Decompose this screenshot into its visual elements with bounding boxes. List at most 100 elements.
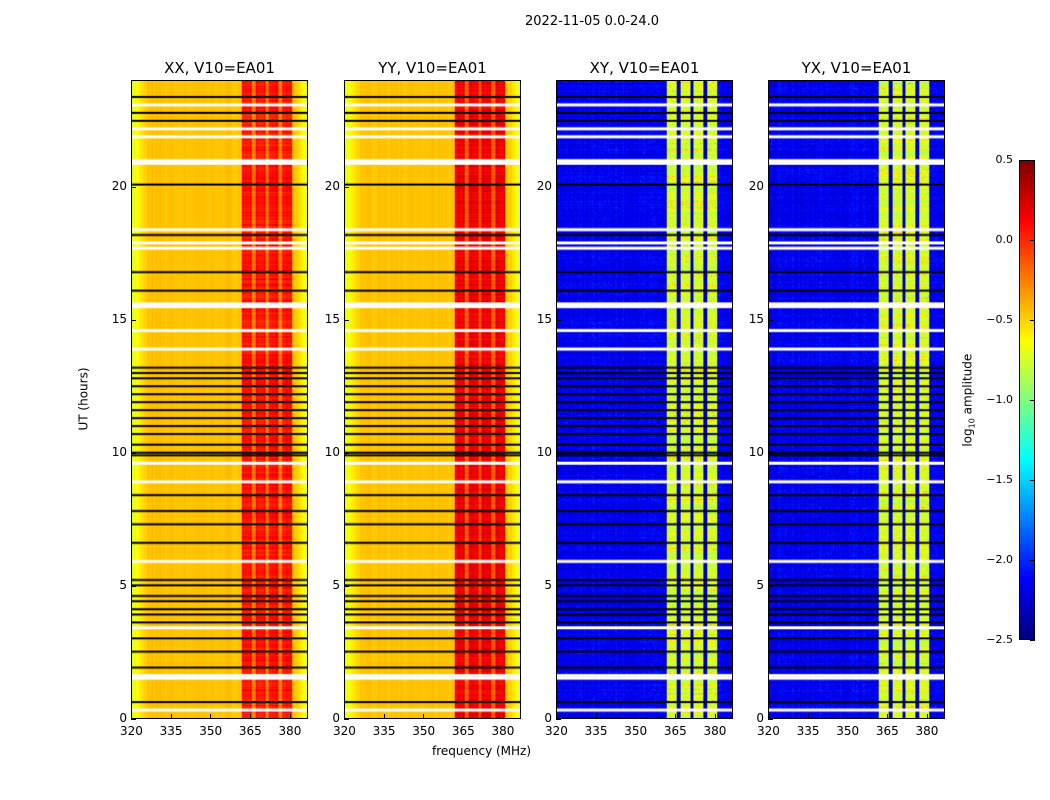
x-tick-mark xyxy=(423,714,424,719)
x-tick-label: 380 xyxy=(279,724,302,738)
y-tick-mark xyxy=(768,453,773,454)
y-tick-label: 10 xyxy=(109,445,127,459)
heatmap-panel-yx xyxy=(768,80,945,719)
x-tick-mark xyxy=(463,714,464,719)
x-tick-mark xyxy=(675,714,676,719)
x-tick-mark xyxy=(596,714,597,719)
x-axis-label: frequency (MHz) xyxy=(432,744,531,758)
panel-title: XY, V10=EA01 xyxy=(545,59,745,77)
y-tick-mark xyxy=(768,320,773,321)
y-tick-mark xyxy=(344,719,349,720)
y-tick-mark xyxy=(344,586,349,587)
x-tick-label: 335 xyxy=(160,724,183,738)
heatmap-image xyxy=(345,81,520,718)
x-tick-label: 320 xyxy=(120,724,143,738)
colorbar-label-log: log xyxy=(960,428,974,446)
panel-title: YY, V10=EA01 xyxy=(333,59,533,77)
x-tick-label: 320 xyxy=(757,724,780,738)
y-tick-mark xyxy=(556,586,561,587)
colorbar-tick-mark xyxy=(1030,160,1035,161)
x-tick-mark xyxy=(847,714,848,719)
y-tick-label: 15 xyxy=(746,312,764,326)
x-tick-mark xyxy=(290,714,291,719)
colorbar-tick-mark xyxy=(1030,240,1035,241)
colorbar-label-suffix: amplitude xyxy=(960,354,974,418)
x-tick-label: 380 xyxy=(704,724,727,738)
figure: 2022-11-05 0.0-24.0 frequency (MHz) UT (… xyxy=(0,0,1050,800)
x-tick-label: 350 xyxy=(624,724,647,738)
colorbar-tick-label: −0.5 xyxy=(980,313,1013,326)
y-tick-mark xyxy=(131,586,136,587)
x-tick-label: 350 xyxy=(412,724,435,738)
colorbar-tick-mark xyxy=(1030,320,1035,321)
y-tick-label: 15 xyxy=(534,312,552,326)
x-tick-label: 365 xyxy=(664,724,687,738)
colorbar-label-sub: 10 xyxy=(968,418,977,428)
x-tick-label: 365 xyxy=(876,724,899,738)
y-tick-mark xyxy=(556,453,561,454)
colorbar-tick-label: −2.5 xyxy=(980,633,1013,646)
colorbar-tick-label: −2.0 xyxy=(980,553,1013,566)
heatmap-panel-yy xyxy=(344,80,521,719)
x-tick-label: 380 xyxy=(916,724,939,738)
y-tick-label: 20 xyxy=(109,179,127,193)
x-tick-label: 320 xyxy=(545,724,568,738)
y-tick-label: 5 xyxy=(322,578,340,592)
y-tick-label: 0 xyxy=(534,711,552,725)
colorbar-tick-label: −1.5 xyxy=(980,473,1013,486)
y-tick-mark xyxy=(556,320,561,321)
heatmap-image xyxy=(769,81,944,718)
colorbar-tick-label: 0.0 xyxy=(980,233,1013,246)
x-tick-label: 335 xyxy=(373,724,396,738)
y-tick-label: 5 xyxy=(534,578,552,592)
heatmap-panel-xy xyxy=(556,80,733,719)
x-tick-mark xyxy=(635,714,636,719)
colorbar-tick-mark xyxy=(1030,400,1035,401)
y-tick-label: 20 xyxy=(534,179,552,193)
y-tick-label: 5 xyxy=(109,578,127,592)
x-tick-mark xyxy=(887,714,888,719)
y-tick-mark xyxy=(768,586,773,587)
x-tick-label: 335 xyxy=(585,724,608,738)
panel-title: XX, V10=EA01 xyxy=(120,59,320,77)
panel-title: YX, V10=EA01 xyxy=(757,59,957,77)
y-tick-label: 10 xyxy=(534,445,552,459)
y-tick-mark xyxy=(344,453,349,454)
x-tick-mark xyxy=(715,714,716,719)
y-tick-mark xyxy=(131,320,136,321)
suptitle: 2022-11-05 0.0-24.0 xyxy=(525,14,659,29)
x-tick-mark xyxy=(171,714,172,719)
y-tick-label: 20 xyxy=(322,179,340,193)
y-tick-mark xyxy=(344,187,349,188)
y-tick-mark xyxy=(556,719,561,720)
y-tick-label: 15 xyxy=(109,312,127,326)
x-tick-mark xyxy=(210,714,211,719)
x-tick-label: 320 xyxy=(333,724,356,738)
heatmap-image xyxy=(557,81,732,718)
y-tick-mark xyxy=(556,187,561,188)
x-tick-label: 365 xyxy=(452,724,475,738)
y-tick-label: 20 xyxy=(746,179,764,193)
colorbar-tick-label: 0.5 xyxy=(980,153,1013,166)
y-tick-mark xyxy=(768,719,773,720)
colorbar-tick-mark xyxy=(1030,480,1035,481)
y-tick-label: 10 xyxy=(322,445,340,459)
y-tick-mark xyxy=(131,719,136,720)
y-tick-label: 0 xyxy=(746,711,764,725)
x-tick-mark xyxy=(927,714,928,719)
y-tick-mark xyxy=(131,453,136,454)
y-tick-label: 0 xyxy=(109,711,127,725)
x-tick-mark xyxy=(250,714,251,719)
x-tick-label: 380 xyxy=(492,724,515,738)
x-tick-mark xyxy=(384,714,385,719)
x-tick-mark xyxy=(503,714,504,719)
y-tick-label: 0 xyxy=(322,711,340,725)
x-tick-mark xyxy=(808,714,809,719)
x-tick-label: 350 xyxy=(199,724,222,738)
x-tick-label: 350 xyxy=(836,724,859,738)
y-axis-label: UT (hours) xyxy=(77,367,91,430)
colorbar-tick-label: −1.0 xyxy=(980,393,1013,406)
colorbar-tick-mark xyxy=(1030,640,1035,641)
y-tick-mark xyxy=(344,320,349,321)
colorbar-tick-mark xyxy=(1030,560,1035,561)
